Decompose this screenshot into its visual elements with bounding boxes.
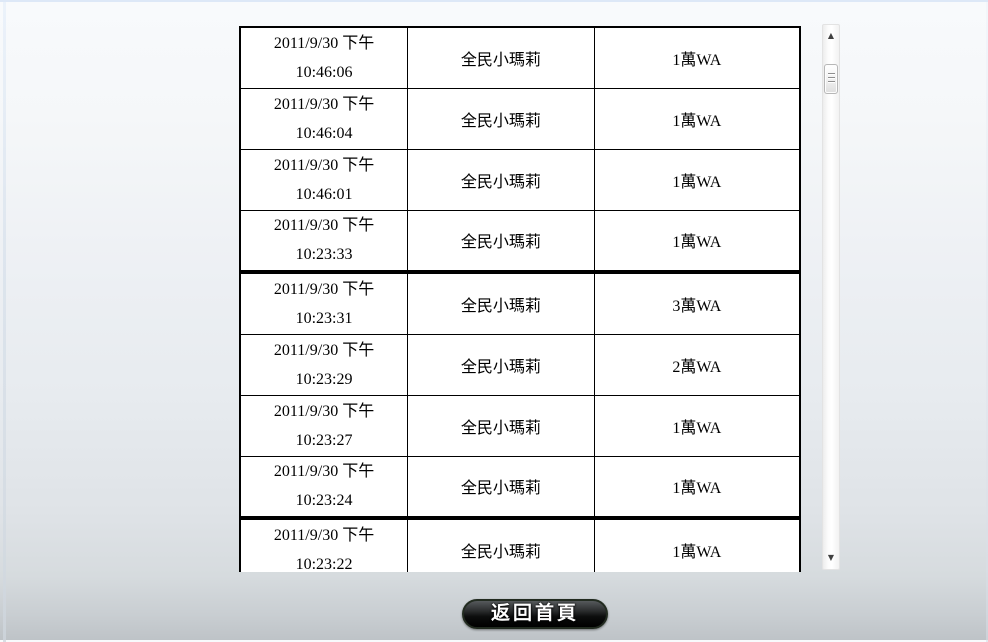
page-left-edge (3, 2, 6, 642)
table-row: 2011/9/30 下午 10:46:06 全民小瑪莉 1萬WA (239, 26, 801, 89)
timestamp-time: 10:23:24 (295, 492, 353, 510)
timestamp-time: 10:23:27 (295, 431, 353, 449)
timestamp-date: 2011/9/30 下午 (273, 217, 375, 235)
cell-game-name: 全民小瑪莉 (407, 333, 595, 396)
table-row: 2011/9/30 下午 10:23:33 全民小瑪莉 1萬WA (239, 209, 801, 272)
cell-timestamp: 2011/9/30 下午 10:23:27 (239, 394, 409, 457)
timestamp-time: 10:23:33 (295, 246, 353, 264)
page-right-edge (986, 2, 988, 642)
timestamp-date: 2011/9/30 下午 (273, 280, 375, 298)
timestamp-time: 10:23:22 (295, 555, 353, 573)
cell-game-name: 全民小瑪莉 (407, 272, 595, 335)
timestamp-time: 10:23:29 (295, 370, 353, 388)
timestamp-date: 2011/9/30 下午 (273, 463, 375, 481)
table-row: 2011/9/30 下午 10:23:31 全民小瑪莉 3萬WA (239, 272, 801, 335)
cell-amount: 1萬WA (593, 455, 801, 518)
cell-game-name: 全民小瑪莉 (407, 148, 595, 211)
timestamp-date: 2011/9/30 下午 (273, 34, 375, 52)
cell-game-name: 全民小瑪莉 (407, 455, 595, 518)
cell-timestamp: 2011/9/30 下午 10:46:06 (239, 26, 409, 89)
cell-amount: 1萬WA (593, 87, 801, 150)
table-row: 2011/9/30 下午 10:46:01 全民小瑪莉 1萬WA (239, 148, 801, 211)
cell-game-name: 全民小瑪莉 (407, 26, 595, 89)
timestamp-time: 10:46:01 (295, 185, 353, 203)
records-table: 2011/9/30 下午 10:46:06 全民小瑪莉 1萬WA 2011/9/30 下… (239, 26, 801, 272)
cell-amount: 3萬WA (593, 272, 801, 335)
records-table: 2011/9/30 下午 10:23:31 全民小瑪莉 3萬WA 2011/9/30 下… (239, 272, 801, 518)
cell-amount: 1萬WA (593, 148, 801, 211)
records-table: 2011/9/30 下午 10:23:22 全民小瑪莉 1萬WA (239, 518, 801, 572)
scroll-down-icon[interactable]: ▼ (827, 552, 835, 562)
cell-timestamp: 2011/9/30 下午 10:23:22 (239, 518, 409, 573)
records-scroll-area[interactable]: 2011/9/30 下午 10:46:06 全民小瑪莉 1萬WA 2011/9/30 下… (230, 24, 840, 572)
cell-amount: 1萬WA (593, 394, 801, 457)
scrollbar-grip-icon (828, 73, 835, 85)
cell-amount: 1萬WA (593, 518, 801, 572)
timestamp-time: 10:46:06 (295, 63, 353, 81)
cell-amount: 1萬WA (593, 209, 801, 272)
timestamp-time: 10:23:31 (295, 309, 353, 327)
cell-timestamp: 2011/9/30 下午 10:23:33 (239, 209, 409, 272)
records-tables: 2011/9/30 下午 10:46:06 全民小瑪莉 1萬WA 2011/9/30 下… (239, 26, 801, 572)
cell-timestamp: 2011/9/30 下午 10:23:31 (239, 272, 409, 335)
timestamp-date: 2011/9/30 下午 (273, 95, 375, 113)
table-row: 2011/9/30 下午 10:23:22 全民小瑪莉 1萬WA (239, 518, 801, 573)
timestamp-date: 2011/9/30 下午 (273, 341, 375, 359)
timestamp-date: 2011/9/30 下午 (273, 156, 375, 174)
cell-game-name: 全民小瑪莉 (407, 394, 595, 457)
table-row: 2011/9/30 下午 10:23:29 全民小瑪莉 2萬WA (239, 333, 801, 396)
scrollbar-thumb[interactable] (824, 64, 838, 94)
timestamp-date: 2011/9/30 下午 (273, 402, 375, 420)
table-row: 2011/9/30 下午 10:23:24 全民小瑪莉 1萬WA (239, 455, 801, 518)
cell-timestamp: 2011/9/30 下午 10:23:29 (239, 333, 409, 396)
cell-game-name: 全民小瑪莉 (407, 209, 595, 272)
back-home-button[interactable]: 返回首頁 (462, 599, 608, 629)
cell-timestamp: 2011/9/30 下午 10:23:24 (239, 455, 409, 518)
cell-timestamp: 2011/9/30 下午 10:46:04 (239, 87, 409, 150)
cell-game-name: 全民小瑪莉 (407, 87, 595, 150)
table-row: 2011/9/30 下午 10:46:04 全民小瑪莉 1萬WA (239, 87, 801, 150)
timestamp-time: 10:46:04 (295, 124, 353, 142)
vertical-scrollbar[interactable]: ▲ ▼ (822, 24, 840, 570)
cell-amount: 2萬WA (593, 333, 801, 396)
cell-game-name: 全民小瑪莉 (407, 518, 595, 572)
timestamp-date: 2011/9/30 下午 (273, 526, 375, 544)
cell-timestamp: 2011/9/30 下午 10:46:01 (239, 148, 409, 211)
scroll-up-icon[interactable]: ▲ (827, 30, 835, 40)
cell-amount: 1萬WA (593, 26, 801, 89)
table-row: 2011/9/30 下午 10:23:27 全民小瑪莉 1萬WA (239, 394, 801, 457)
